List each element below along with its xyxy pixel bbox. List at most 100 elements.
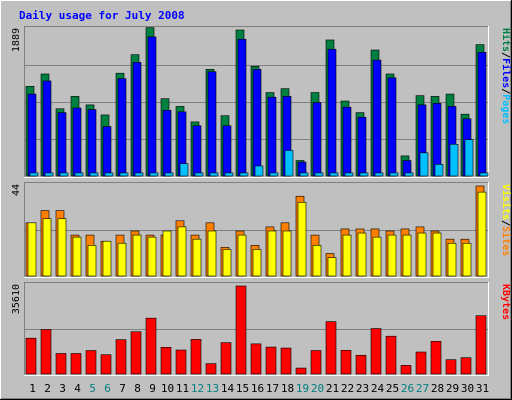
panel-legend: KBytes — [500, 284, 511, 320]
bar-kbytes-day-10 — [160, 347, 172, 375]
series-pages — [29, 139, 489, 177]
bar-sites-day-30 — [462, 242, 472, 277]
panel-legend: Visits/Sites — [500, 184, 512, 256]
bar-pages-day-29 — [449, 144, 459, 177]
legend-kbytes: KBytes — [500, 284, 511, 320]
bar-kbytes-day-7 — [115, 339, 127, 375]
x-tick-label-day-31: 31 — [476, 382, 489, 395]
bar-sites-day-1 — [27, 222, 37, 277]
chart-title: Daily usage for July 2008 — [19, 9, 185, 22]
bar-files-day-15 — [237, 38, 247, 177]
bar-pages-day-10 — [164, 172, 174, 177]
bar-files-day-10 — [162, 110, 172, 177]
bar-kbytes-day-24 — [370, 328, 382, 375]
bar-files-day-12 — [192, 125, 202, 177]
series-kbytes — [25, 285, 487, 375]
x-tick-label-day-18: 18 — [281, 382, 294, 395]
bar-sites-day-31 — [477, 191, 487, 277]
bar-kbytes-day-9 — [145, 317, 157, 375]
bar-sites-day-12 — [192, 238, 202, 277]
legend-files: Files — [500, 58, 512, 88]
x-tick-label-day-13: 13 — [206, 382, 219, 395]
bar-pages-day-1 — [29, 172, 39, 177]
bar-files-day-13 — [207, 71, 217, 177]
bar-pages-day-2 — [44, 172, 54, 177]
bar-sites-day-16 — [252, 249, 262, 277]
bar-kbytes-day-22 — [340, 349, 352, 375]
bar-kbytes-day-25 — [385, 335, 397, 375]
bar-files-day-25 — [387, 77, 397, 177]
bar-files-day-5 — [87, 109, 97, 177]
bar-kbytes-day-27 — [415, 351, 427, 375]
bar-sites-day-29 — [447, 242, 457, 277]
x-tick-label-day-19: 19 — [296, 382, 309, 395]
bar-pages-day-3 — [59, 172, 69, 177]
bar-sites-day-13 — [207, 230, 217, 277]
panel-hits-files-pages: 1889 Hits/Files/Pages — [11, 26, 512, 178]
bar-pages-day-20 — [314, 172, 324, 177]
bar-kbytes-day-29 — [445, 359, 457, 375]
bar-files-day-21 — [327, 48, 337, 177]
bar-files-day-3 — [57, 112, 67, 177]
x-tick-label-day-23: 23 — [356, 382, 369, 395]
x-tick-label-day-24: 24 — [371, 382, 385, 395]
x-tick-label-day-25: 25 — [386, 382, 399, 395]
bar-pages-day-19 — [299, 172, 309, 177]
x-tick-label-day-3: 3 — [59, 382, 66, 395]
panel-visits-sites: 44 Visits/Sites — [11, 182, 512, 278]
bar-files-day-24 — [372, 59, 382, 177]
bar-sites-day-26 — [402, 234, 412, 277]
x-tick-label-day-11: 11 — [176, 382, 189, 395]
bar-pages-day-28 — [434, 164, 444, 177]
bar-sites-day-10 — [162, 230, 172, 277]
bar-kbytes-day-4 — [70, 353, 82, 375]
bar-sites-day-18 — [282, 230, 292, 277]
bar-kbytes-day-12 — [190, 339, 202, 375]
bar-kbytes-day-19 — [295, 367, 307, 375]
bar-pages-day-9 — [149, 172, 159, 177]
y-max-label: 1889 — [11, 28, 22, 52]
x-tick-label-day-30: 30 — [461, 382, 474, 395]
bar-pages-day-8 — [134, 172, 144, 177]
bar-sites-day-14 — [222, 249, 232, 277]
bar-kbytes-day-6 — [100, 354, 112, 375]
bar-kbytes-day-16 — [250, 343, 262, 375]
x-tick-label-day-15: 15 — [236, 382, 249, 395]
bar-files-day-2 — [42, 80, 52, 177]
bar-pages-day-14 — [224, 172, 234, 177]
bar-files-day-9 — [147, 36, 157, 177]
bar-files-day-31 — [477, 52, 487, 177]
bar-files-day-8 — [132, 62, 142, 177]
bar-pages-day-24 — [374, 172, 384, 177]
bar-kbytes-day-17 — [265, 346, 277, 375]
bar-pages-day-12 — [194, 172, 204, 177]
panel-kbytes: 35610 KBytes — [11, 282, 511, 376]
bar-kbytes-day-2 — [40, 329, 52, 375]
x-tick-label-day-8: 8 — [134, 382, 141, 395]
bar-files-day-14 — [222, 125, 232, 177]
bar-sites-day-15 — [237, 234, 247, 277]
bar-sites-day-8 — [132, 234, 142, 277]
bar-sites-day-24 — [372, 236, 382, 277]
bar-kbytes-day-18 — [280, 347, 292, 375]
x-tick-label-day-5: 5 — [89, 382, 96, 395]
x-tick-label-day-7: 7 — [119, 382, 126, 395]
x-tick-label-day-6: 6 — [104, 382, 111, 395]
bar-files-day-7 — [117, 78, 127, 177]
x-tick-label-day-9: 9 — [149, 382, 156, 395]
bar-sites-day-11 — [177, 226, 187, 277]
bar-pages-day-13 — [209, 172, 219, 177]
x-tick-label-day-22: 22 — [341, 382, 354, 395]
x-axis-labels: 1 2 3 4 5 6 7 8 9 10 11 12 13 14 15 16 17 18 19 20 21 22 23 24 2… — [29, 382, 489, 395]
series-sites — [27, 191, 487, 277]
bar-sites-day-17 — [267, 230, 277, 277]
bar-sites-day-22 — [342, 234, 352, 277]
bar-files-day-23 — [357, 116, 367, 177]
bar-sites-day-25 — [387, 234, 397, 277]
bar-files-day-20 — [312, 102, 322, 177]
bar-pages-day-23 — [359, 172, 369, 177]
x-tick-label-day-12: 12 — [191, 382, 204, 395]
bar-kbytes-day-8 — [130, 331, 142, 375]
bar-pages-day-5 — [89, 172, 99, 177]
